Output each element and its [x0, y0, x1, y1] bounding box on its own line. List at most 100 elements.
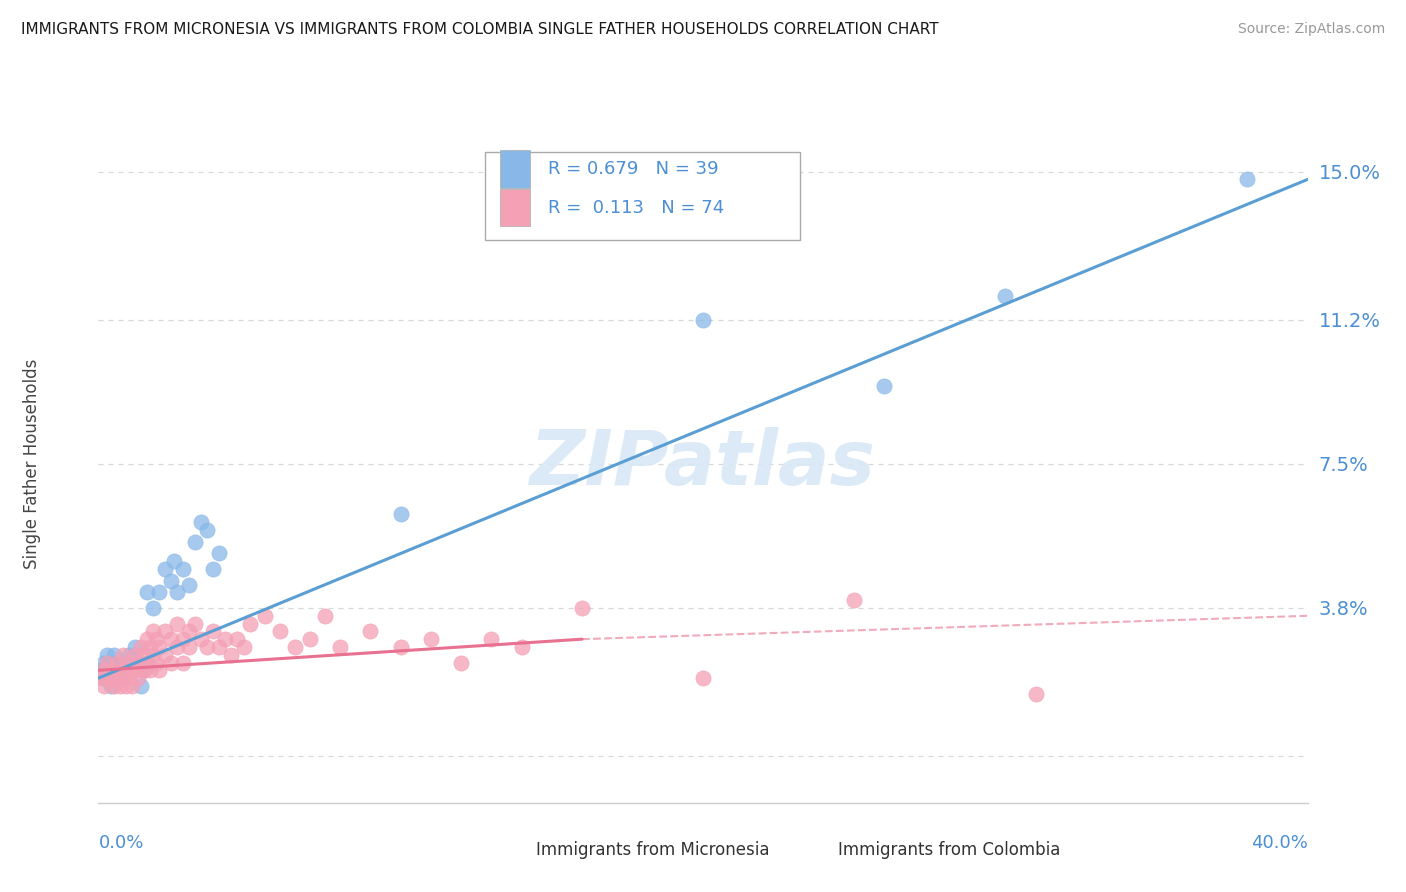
Point [108, 656, 131, 670]
Point [135, 656, 157, 670]
Point [166, 585, 188, 599]
Point [142, 648, 165, 662]
Point [103, 648, 125, 662]
Text: IMMIGRANTS FROM MICRONESIA VS IMMIGRANTS FROM COLOMBIA SINGLE FATHER HOUSEHOLDS : IMMIGRANTS FROM MICRONESIA VS IMMIGRANTS… [21, 22, 939, 37]
Point [510, 640, 533, 654]
Point [208, 640, 231, 654]
Point [100, 679, 122, 693]
Point [239, 616, 262, 631]
Point [103, 663, 125, 677]
Point [96, 671, 118, 685]
Point [118, 656, 141, 670]
Point [93, 663, 115, 677]
Point [114, 679, 136, 693]
Point [299, 632, 322, 647]
Point [253, 608, 276, 623]
Point [163, 554, 186, 568]
Text: R = 0.679   N = 39: R = 0.679 N = 39 [548, 160, 718, 178]
Point [124, 648, 146, 662]
Point [145, 632, 167, 647]
Point [129, 679, 152, 693]
Point [90, 663, 112, 677]
Point [160, 656, 183, 670]
Point [127, 656, 149, 670]
Point [145, 656, 167, 670]
Point [166, 616, 188, 631]
Point [127, 656, 149, 670]
Point [221, 648, 243, 662]
Point [124, 640, 146, 654]
Bar [498, 836, 524, 866]
Point [142, 624, 165, 639]
Point [108, 679, 131, 693]
Point [100, 663, 122, 677]
Point [166, 640, 188, 654]
Point [121, 663, 143, 677]
FancyBboxPatch shape [485, 152, 800, 240]
Point [360, 624, 382, 639]
Text: Single Father Households: Single Father Households [22, 359, 41, 569]
Text: 0.0%: 0.0% [98, 834, 143, 852]
Text: Immigrants from Micronesia: Immigrants from Micronesia [536, 840, 769, 859]
Text: Source: ZipAtlas.com: Source: ZipAtlas.com [1237, 22, 1385, 37]
Point [844, 593, 866, 607]
Point [214, 632, 236, 647]
Point [269, 624, 291, 639]
Point [692, 671, 714, 685]
Point [96, 663, 118, 677]
Point [148, 585, 170, 599]
Point [114, 663, 136, 677]
Point [160, 632, 183, 647]
Point [226, 632, 249, 647]
Point [190, 632, 212, 647]
Point [124, 663, 146, 677]
Point [132, 663, 155, 677]
Point [148, 663, 170, 677]
Point [172, 562, 194, 576]
Point [184, 534, 207, 549]
Point [121, 663, 143, 677]
Point [96, 648, 118, 662]
Point [1236, 172, 1258, 186]
Point [135, 656, 157, 670]
Point [172, 632, 194, 647]
Point [177, 577, 201, 591]
Point [153, 624, 176, 639]
Point [90, 671, 112, 685]
Point [873, 379, 896, 393]
Point [153, 562, 176, 576]
Point [481, 632, 503, 647]
Point [208, 546, 231, 560]
Point [105, 671, 128, 685]
Point [135, 632, 157, 647]
Point [314, 608, 336, 623]
Text: R =  0.113   N = 74: R = 0.113 N = 74 [548, 199, 724, 217]
Point [129, 640, 152, 654]
Point [139, 640, 162, 654]
Point [93, 679, 115, 693]
Text: 40.0%: 40.0% [1251, 834, 1308, 852]
Point [692, 312, 714, 326]
Point [111, 671, 134, 685]
Point [202, 624, 225, 639]
Point [135, 585, 157, 599]
Point [284, 640, 307, 654]
Point [103, 679, 125, 693]
Point [153, 648, 176, 662]
Point [93, 671, 115, 685]
Point [127, 671, 149, 685]
Point [129, 663, 152, 677]
Point [177, 640, 201, 654]
Text: Immigrants from Colombia: Immigrants from Colombia [838, 840, 1060, 859]
Text: ZIPatlas: ZIPatlas [530, 427, 876, 500]
Point [118, 648, 141, 662]
Point [103, 671, 125, 685]
Point [172, 656, 194, 670]
Point [105, 656, 128, 670]
Point [114, 663, 136, 677]
Point [389, 640, 412, 654]
Point [195, 640, 218, 654]
Point [571, 601, 593, 615]
Point [139, 663, 162, 677]
Point [202, 562, 225, 576]
